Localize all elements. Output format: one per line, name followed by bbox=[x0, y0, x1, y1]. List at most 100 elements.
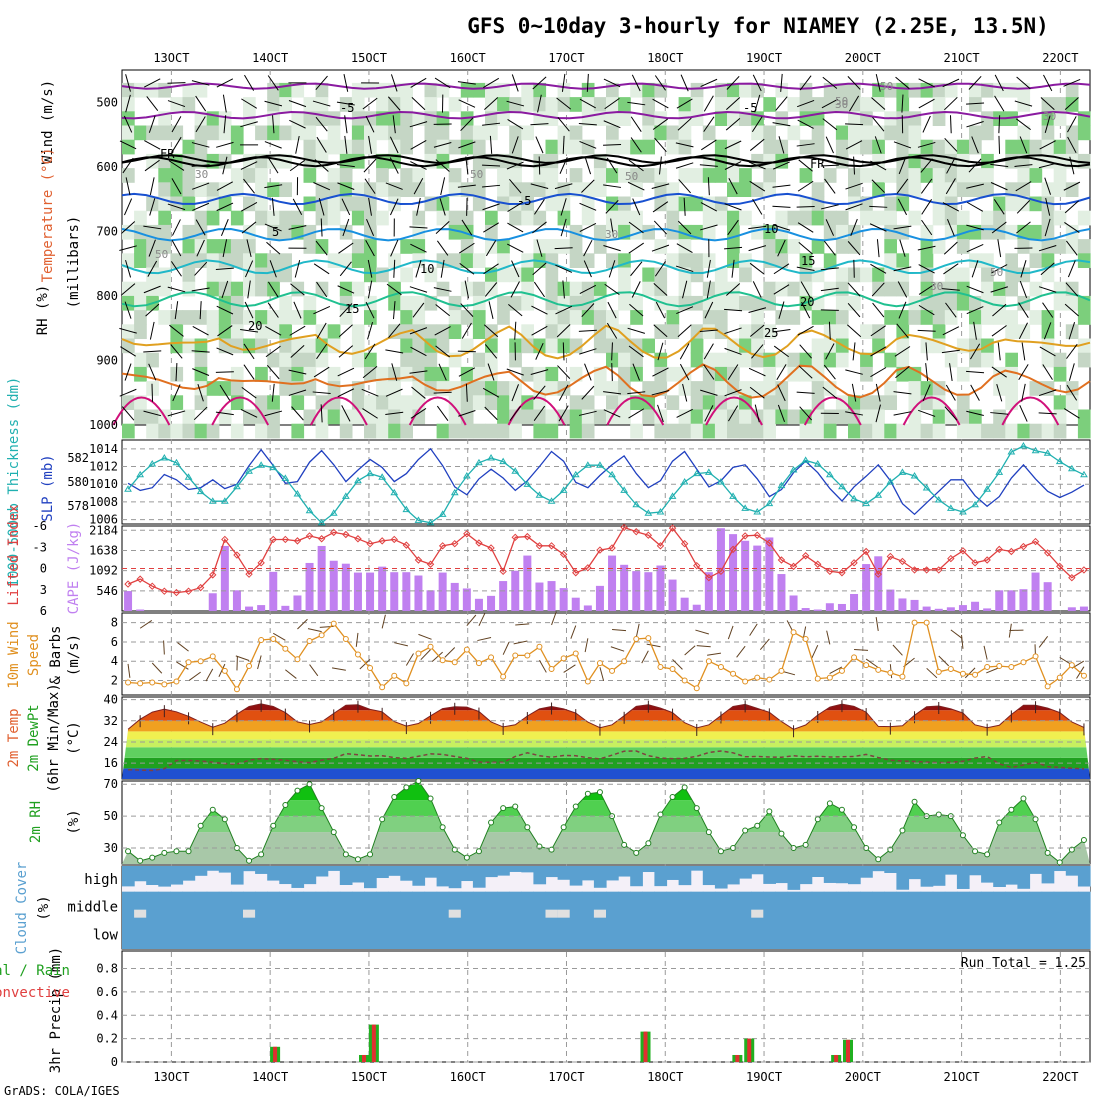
rh-shade-cell bbox=[170, 168, 184, 183]
rh-shade-cell bbox=[521, 210, 534, 226]
rh-shade-cell bbox=[775, 310, 789, 325]
wind-barb bbox=[119, 140, 137, 150]
wind-barb bbox=[458, 99, 476, 108]
wind-barb bbox=[193, 406, 208, 421]
thickness-axis-label: 1000-500mb Thickness (dm) bbox=[6, 377, 22, 588]
wind-barb bbox=[921, 199, 933, 215]
rh-shade-cell bbox=[485, 125, 498, 141]
cloud-midlow-cell bbox=[448, 891, 462, 949]
wind-barb bbox=[825, 343, 835, 360]
rh-shade-cell bbox=[860, 111, 873, 127]
rh-shade-cell bbox=[860, 168, 873, 183]
cloud-midlow-cell bbox=[823, 891, 837, 949]
rh-shade-cell bbox=[714, 97, 728, 112]
rh-series-point bbox=[778, 830, 785, 837]
surface-wind-barb bbox=[865, 658, 878, 668]
rh-shade-cell bbox=[727, 239, 740, 254]
wind-barb bbox=[1066, 384, 1078, 401]
rh-shade-cell bbox=[521, 196, 534, 212]
wind-barb bbox=[654, 75, 666, 91]
lifted-index-series-point bbox=[342, 530, 350, 539]
lifted-index-series-point bbox=[1031, 537, 1040, 546]
surface-wind-barb bbox=[986, 667, 1000, 674]
rh-shade-cell bbox=[993, 310, 1006, 325]
wind-barb bbox=[511, 260, 520, 278]
date-tick-label-top: 14OCT bbox=[252, 51, 288, 65]
rh-shade-cell bbox=[1053, 423, 1067, 439]
rh-shade-cell bbox=[1017, 139, 1031, 155]
isotherm-line bbox=[121, 363, 1091, 399]
rh-shade-cell bbox=[134, 366, 147, 382]
cloud-high-cell bbox=[267, 866, 280, 881]
wind-barb bbox=[772, 224, 791, 231]
precip-convective-label: Convective bbox=[0, 985, 70, 1001]
wind-barb bbox=[895, 365, 910, 379]
cloud-midlow-cell bbox=[932, 891, 946, 949]
wind-barb bbox=[461, 322, 472, 339]
wind-barb bbox=[749, 138, 765, 151]
thickness-series-point bbox=[1043, 449, 1052, 456]
rh-shade-cell bbox=[146, 409, 159, 425]
cloud-midlow-cell bbox=[618, 891, 631, 949]
rh-shade-cell bbox=[315, 239, 329, 254]
wind-barb bbox=[289, 325, 306, 336]
rh-shade-cell bbox=[969, 139, 982, 155]
thickness-series-point bbox=[535, 491, 544, 498]
cape-bar bbox=[511, 570, 520, 611]
rh-series-point bbox=[645, 840, 652, 847]
cloud-midlow-cell bbox=[376, 891, 389, 949]
thickness-series-point bbox=[813, 460, 822, 467]
cape-bar bbox=[414, 575, 423, 611]
cape-bar bbox=[910, 599, 919, 611]
wind-barb bbox=[316, 343, 328, 360]
cloud-high-cell bbox=[243, 866, 256, 872]
rh-shade-cell bbox=[267, 97, 280, 112]
rh-shade-cell bbox=[533, 366, 547, 382]
wind-barb bbox=[724, 161, 742, 170]
rh-series-point bbox=[899, 827, 906, 834]
wind-barb bbox=[992, 303, 1007, 317]
rh-shade-cell bbox=[581, 82, 595, 98]
rh-shade-cell bbox=[787, 281, 801, 297]
panel-frame-ts bbox=[121, 439, 1091, 525]
surface-wind-barb bbox=[684, 645, 696, 656]
wind-barb bbox=[509, 179, 522, 194]
wind-barb bbox=[772, 205, 791, 208]
thickness-series-point bbox=[245, 467, 253, 474]
wind-speed-series-point bbox=[572, 650, 579, 657]
wind-barb bbox=[148, 239, 156, 257]
rh-shade-cell bbox=[400, 97, 413, 112]
wind-speed-series-point bbox=[1008, 664, 1015, 671]
wind-barb bbox=[265, 345, 281, 358]
wind-barb bbox=[533, 385, 546, 400]
rh-shade-cell bbox=[230, 253, 244, 269]
lifted-index-series-point bbox=[172, 588, 181, 597]
cloud-high-cell bbox=[630, 866, 643, 887]
cloud-midlow-cell bbox=[351, 891, 365, 949]
lifted-index-series-point bbox=[572, 569, 580, 577]
cloud-high-cell bbox=[944, 866, 958, 875]
axis-tick-label: 578 bbox=[67, 499, 89, 513]
wind-barb bbox=[918, 409, 936, 417]
rh-shade-cell bbox=[981, 267, 994, 283]
rh-shade-cell bbox=[569, 295, 583, 311]
rh-shade-cell bbox=[932, 168, 946, 183]
wind-barb bbox=[796, 206, 815, 208]
rh-shade-cell bbox=[255, 125, 268, 141]
isotherm-label: 25 bbox=[764, 326, 778, 340]
wind-barb bbox=[484, 344, 498, 359]
rh-shade-cell bbox=[1017, 239, 1031, 254]
rh-shade-cell bbox=[170, 324, 184, 340]
rh-shade-cell bbox=[981, 352, 994, 368]
surface-wind-barb bbox=[695, 629, 709, 635]
rh-shade-cell bbox=[412, 224, 426, 240]
lifted-index-series-point bbox=[741, 532, 749, 540]
wind-barb bbox=[119, 245, 137, 251]
wind-speed-series-point bbox=[754, 674, 761, 681]
thickness-series-point bbox=[668, 492, 677, 499]
cape-bar bbox=[813, 609, 822, 611]
rh-shade-cell bbox=[170, 395, 184, 411]
wind-barb bbox=[726, 75, 740, 90]
wind-barb bbox=[1018, 302, 1029, 318]
lifted-index-series-point bbox=[196, 583, 205, 592]
